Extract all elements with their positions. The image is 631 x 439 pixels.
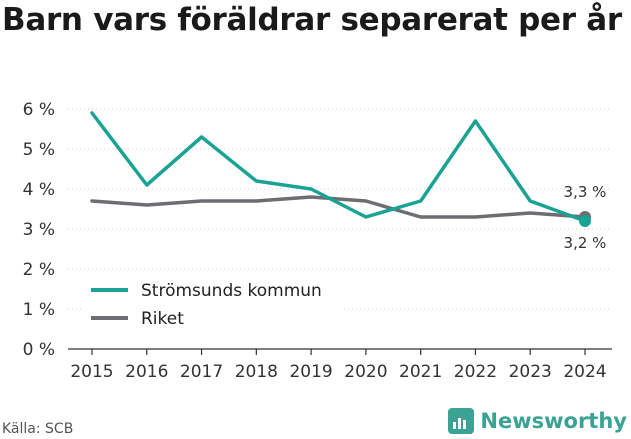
y-tick-label: 3 % <box>23 220 55 240</box>
y-tick-label: 5 % <box>23 140 55 160</box>
x-tick-label: 2018 <box>235 362 278 382</box>
series-line <box>90 195 587 219</box>
x-tick-label: 2015 <box>70 362 113 382</box>
y-tick-label: 4 % <box>23 180 55 200</box>
y-tick-label: 2 % <box>23 260 55 280</box>
end-value-label: 3,2 % <box>564 234 607 252</box>
x-tick-label: 2017 <box>180 362 223 382</box>
x-tick-label: 2024 <box>563 362 606 382</box>
newsworthy-logo-icon <box>448 408 475 434</box>
legend-label: Riket <box>141 309 184 329</box>
x-tick-label: 2022 <box>454 362 497 382</box>
y-tick-label: 1 % <box>23 300 55 320</box>
source-note: Källa: SCB <box>2 421 74 437</box>
brand-name: Newsworthy <box>480 409 627 433</box>
x-tick-label: 2023 <box>509 362 552 382</box>
series-line <box>90 111 587 223</box>
legend: Strömsunds kommun Riket <box>83 278 341 340</box>
series-lines <box>90 111 591 227</box>
x-tick-label: 2016 <box>125 362 168 382</box>
x-tick-label: 2019 <box>289 362 332 382</box>
axes: 0 % 1 % 2 % 3 % 4 % 5 % 6 % 2015 2016 2017 2018 201… <box>23 100 612 382</box>
series-end-point <box>579 215 591 227</box>
x-tick-label: 2020 <box>344 362 387 382</box>
end-value-label: 3,3 % <box>564 183 607 201</box>
chart-title: Barn vars föräldrar separerat per år <box>2 2 622 38</box>
brand[interactable]: Newsworthy <box>448 408 627 434</box>
legend-label: Strömsunds kommun <box>141 281 322 301</box>
x-tick-label: 2021 <box>399 362 442 382</box>
y-tick-label: 6 % <box>23 100 55 120</box>
end-labels: 3,3 % 3,2 % <box>564 183 607 252</box>
y-tick-label: 0 % <box>23 340 55 360</box>
